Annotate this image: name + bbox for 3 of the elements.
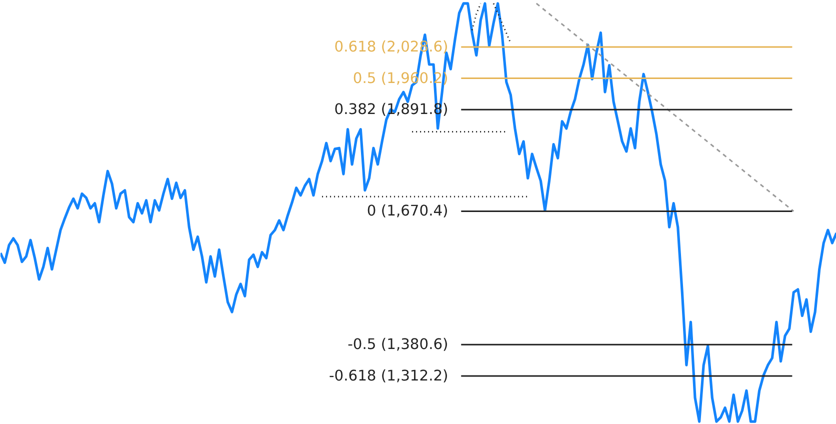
- annotation: 0 (1,670.4): [366, 202, 448, 220]
- annotation: -0.5 (1,380.6): [348, 336, 448, 354]
- annotation: -0.618 (1,312.2): [328, 367, 448, 384]
